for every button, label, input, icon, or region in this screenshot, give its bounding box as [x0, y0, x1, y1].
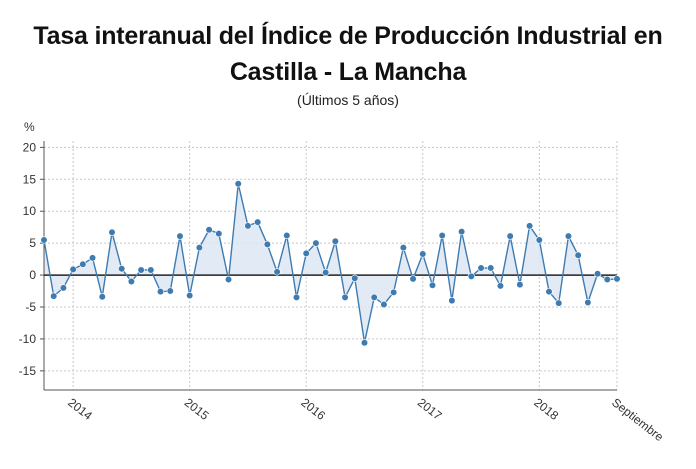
- data-point: [458, 228, 466, 236]
- data-point: [118, 265, 126, 273]
- data-point: [88, 254, 97, 262]
- data-point: [535, 236, 543, 244]
- data-point: [108, 228, 116, 236]
- data-point: [613, 275, 621, 283]
- data-point: [98, 293, 106, 301]
- series-area: [44, 183, 617, 343]
- data-point: [399, 244, 407, 252]
- data-point: [176, 232, 184, 240]
- data-point: [390, 288, 398, 296]
- data-point: [428, 281, 437, 289]
- data-point: [448, 297, 456, 305]
- data-point: [525, 222, 534, 230]
- data-point: [438, 231, 446, 240]
- data-point: [50, 292, 58, 300]
- data-point: [205, 226, 213, 234]
- data-point: [584, 298, 592, 307]
- data-point: [215, 229, 223, 238]
- data-point: [360, 339, 369, 347]
- data-point: [127, 277, 136, 286]
- data-point: [506, 232, 514, 240]
- y-tick-label: -10: [19, 332, 37, 346]
- data-point: [195, 244, 203, 252]
- x-tick-label: 2014: [65, 395, 95, 423]
- x-tick-label: 2018: [531, 395, 561, 423]
- y-tick-label: -5: [25, 300, 36, 314]
- data-point: [603, 275, 611, 284]
- data-point: [166, 287, 174, 295]
- data-point: [254, 218, 262, 226]
- y-axis-unit: %: [24, 120, 35, 134]
- data-point: [496, 282, 505, 290]
- y-tick-label: 5: [29, 236, 36, 250]
- data-point: [292, 293, 301, 302]
- data-point: [40, 236, 48, 244]
- data-point: [312, 239, 320, 247]
- data-point: [574, 251, 582, 259]
- x-tick-label: 2017: [415, 395, 445, 423]
- y-tick-label: 10: [23, 204, 37, 218]
- data-point: [59, 284, 68, 292]
- y-tick-label: 20: [23, 140, 37, 154]
- data-point: [477, 264, 485, 272]
- y-tick-label: -15: [19, 364, 37, 378]
- data-point: [224, 275, 233, 284]
- data-point: [370, 293, 378, 302]
- data-point: [79, 260, 87, 268]
- data-point: [419, 250, 427, 258]
- y-tick-labels: 20 15 10 5 0 -5 -10 -15: [19, 140, 37, 377]
- data-point: [380, 300, 388, 309]
- data-point: [283, 231, 291, 240]
- data-point: [322, 268, 330, 277]
- data-point: [409, 275, 417, 283]
- data-point: [351, 274, 359, 282]
- data-point: [186, 291, 194, 300]
- x-tick-label: 2015: [182, 395, 212, 423]
- data-point: [487, 264, 495, 272]
- chart-title: Tasa interanual del Índice de Producción…: [33, 22, 663, 86]
- data-point: [545, 288, 553, 296]
- x-tick-label: 2016: [298, 395, 328, 423]
- y-tick-label: 0: [29, 268, 36, 282]
- data-point: [156, 288, 165, 296]
- data-point: [341, 293, 349, 302]
- x-tick-label: Septiembre: [609, 395, 666, 444]
- chart-subtitle: (Últimos 5 años): [297, 92, 399, 108]
- data-point: [555, 299, 563, 307]
- data-point: [273, 268, 281, 276]
- data-point: [244, 222, 252, 230]
- area-fill: [44, 183, 617, 343]
- data-point: [331, 237, 339, 245]
- data-point: [467, 272, 475, 280]
- data-point: [263, 240, 271, 249]
- data-point: [147, 266, 155, 274]
- data-point: [593, 270, 602, 278]
- data-points: [40, 180, 621, 347]
- data-point: [302, 249, 310, 257]
- data-point: [234, 180, 242, 188]
- data-point: [564, 232, 573, 240]
- data-point: [516, 281, 524, 289]
- y-tick-label: 15: [23, 172, 37, 186]
- data-point: [137, 266, 145, 274]
- data-point: [69, 265, 77, 273]
- x-tick-labels: 2014 2015 2016 2017 2018 Septiembre: [65, 395, 666, 444]
